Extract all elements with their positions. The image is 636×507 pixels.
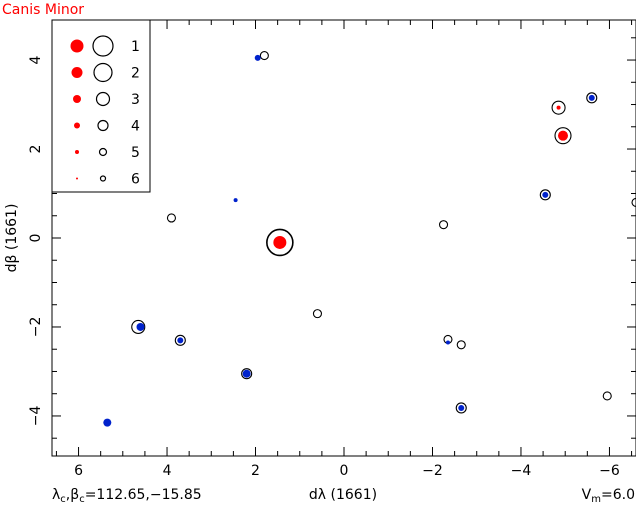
footer-center-coords: λc,βc=112.65,−15.85 bbox=[52, 487, 202, 505]
legend-magnitude-label: 6 bbox=[131, 172, 140, 188]
star-open-circle bbox=[551, 100, 566, 115]
x-tick-label: 4 bbox=[163, 463, 172, 479]
star-open-circle bbox=[241, 368, 253, 380]
star-blue-dot bbox=[103, 418, 112, 427]
legend: 1 2 3 4 5 6 bbox=[51, 19, 151, 193]
star-blue-dot bbox=[136, 322, 145, 331]
legend-open-marker bbox=[93, 62, 113, 83]
star-open-circle bbox=[312, 309, 323, 319]
y-tick-label: 4 bbox=[28, 56, 44, 65]
star-red-dot bbox=[273, 235, 287, 249]
x-tick-label: −4 bbox=[511, 463, 532, 479]
footer-limiting-magnitude: Vm=6.0 bbox=[582, 487, 635, 505]
legend-filled-marker bbox=[70, 39, 84, 53]
legend-open-marker bbox=[98, 147, 108, 157]
star-open-circle bbox=[166, 213, 177, 223]
legend-box bbox=[51, 19, 151, 193]
x-tick-label: 2 bbox=[251, 463, 260, 479]
x-tick-label: −6 bbox=[599, 463, 620, 479]
legend-filled-marker bbox=[74, 122, 80, 129]
star-open-circle bbox=[586, 92, 598, 104]
legend-open-marker bbox=[95, 91, 111, 107]
legend-open-marker bbox=[97, 119, 109, 132]
x-axis-label: dλ (1661) bbox=[309, 487, 377, 503]
data-points bbox=[103, 51, 636, 427]
star-open-circle bbox=[554, 127, 572, 145]
star-open-circle bbox=[174, 334, 186, 346]
star-open-circle bbox=[266, 228, 294, 257]
star-blue-dot bbox=[242, 369, 251, 378]
legend-filled-marker bbox=[76, 177, 78, 180]
star-open-circle bbox=[259, 51, 269, 61]
star-open-circle bbox=[456, 340, 466, 350]
star-blue-dot bbox=[588, 94, 595, 101]
star-blue-dot bbox=[254, 54, 261, 61]
legend-magnitude-label: 2 bbox=[131, 66, 140, 82]
y-tick-label: 2 bbox=[28, 145, 44, 154]
y-tick-label: −4 bbox=[28, 406, 44, 427]
x-tick-label: 6 bbox=[74, 463, 83, 479]
legend-open-marker bbox=[99, 175, 107, 182]
star-blue-dot bbox=[233, 198, 238, 203]
chart-title: Canis Minor bbox=[2, 2, 84, 18]
star-open-circle bbox=[631, 197, 636, 207]
star-blue-dot bbox=[445, 340, 450, 345]
star-blue-dot bbox=[458, 404, 465, 411]
star-blue-dot bbox=[177, 337, 184, 344]
legend-filled-marker bbox=[75, 150, 79, 154]
x-tick-label: 0 bbox=[340, 463, 349, 479]
legend-open-marker bbox=[92, 35, 114, 57]
legend-filled-marker bbox=[71, 67, 83, 78]
y-tick-label: 0 bbox=[28, 234, 44, 243]
star-red-dot bbox=[558, 130, 568, 141]
star-open-circle bbox=[438, 220, 449, 230]
legend-magnitude-label: 3 bbox=[131, 92, 140, 108]
star-blue-dot bbox=[542, 191, 549, 198]
legend-magnitude-label: 4 bbox=[131, 119, 140, 135]
star-open-circle bbox=[539, 189, 551, 201]
star-open-circle bbox=[455, 402, 467, 414]
legend-magnitude-label: 1 bbox=[131, 39, 140, 55]
y-tick-labels: 4 2 0 −2 −4 bbox=[28, 56, 44, 427]
star-open-circle bbox=[602, 391, 612, 401]
x-tick-label: −2 bbox=[422, 463, 443, 479]
star-red-dot bbox=[556, 105, 561, 110]
x-tick-labels: 6 4 2 0 −2 −4 −6 bbox=[74, 463, 620, 479]
legend-filled-marker bbox=[73, 95, 81, 103]
star-open-circle bbox=[131, 319, 146, 335]
y-axis-label: dβ (1661) bbox=[4, 204, 20, 273]
y-tick-label: −2 bbox=[28, 317, 44, 338]
legend-magnitude-label: 5 bbox=[131, 145, 140, 161]
